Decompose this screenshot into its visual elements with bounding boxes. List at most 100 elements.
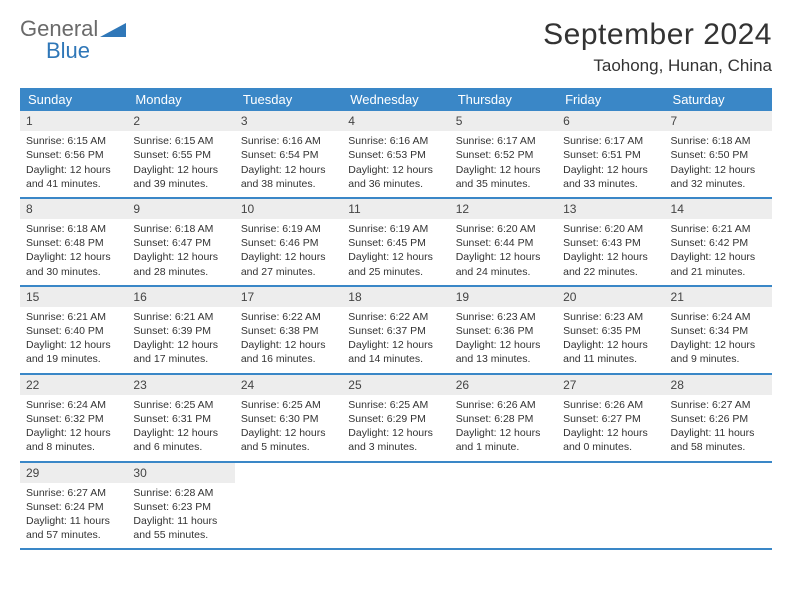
sunrise-line: Sunrise: 6:16 AM xyxy=(348,134,443,148)
day-number: 28 xyxy=(665,375,772,395)
daylight-line: Daylight: 11 hours and 57 minutes. xyxy=(26,514,121,542)
logo-word2: Blue xyxy=(46,40,126,62)
day-body: Sunrise: 6:21 AMSunset: 6:39 PMDaylight:… xyxy=(127,307,234,373)
daylight-line: Daylight: 12 hours and 41 minutes. xyxy=(26,163,121,191)
weeks-container: 1Sunrise: 6:15 AMSunset: 6:56 PMDaylight… xyxy=(20,111,772,550)
day-number: 23 xyxy=(127,375,234,395)
calendar: SundayMondayTuesdayWednesdayThursdayFrid… xyxy=(20,88,772,550)
location: Taohong, Hunan, China xyxy=(543,56,772,76)
sunrise-line: Sunrise: 6:24 AM xyxy=(671,310,766,324)
day-number: 12 xyxy=(450,199,557,219)
day-body: Sunrise: 6:21 AMSunset: 6:42 PMDaylight:… xyxy=(665,219,772,285)
day-number: 24 xyxy=(235,375,342,395)
day-number: 5 xyxy=(450,111,557,131)
day-body: Sunrise: 6:17 AMSunset: 6:51 PMDaylight:… xyxy=(557,131,664,197)
day-body: Sunrise: 6:26 AMSunset: 6:27 PMDaylight:… xyxy=(557,395,664,461)
sunset-line: Sunset: 6:23 PM xyxy=(133,500,228,514)
empty-cell xyxy=(235,463,342,549)
day-cell: 14Sunrise: 6:21 AMSunset: 6:42 PMDayligh… xyxy=(665,199,772,285)
week-row: 8Sunrise: 6:18 AMSunset: 6:48 PMDaylight… xyxy=(20,199,772,287)
day-cell: 27Sunrise: 6:26 AMSunset: 6:27 PMDayligh… xyxy=(557,375,664,461)
day-body: Sunrise: 6:16 AMSunset: 6:53 PMDaylight:… xyxy=(342,131,449,197)
header: General Blue September 2024 Taohong, Hun… xyxy=(20,18,772,76)
day-body: Sunrise: 6:18 AMSunset: 6:47 PMDaylight:… xyxy=(127,219,234,285)
daylight-line: Daylight: 12 hours and 21 minutes. xyxy=(671,250,766,278)
day-number: 30 xyxy=(127,463,234,483)
daylight-line: Daylight: 12 hours and 28 minutes. xyxy=(133,250,228,278)
day-cell: 6Sunrise: 6:17 AMSunset: 6:51 PMDaylight… xyxy=(557,111,664,197)
day-body: Sunrise: 6:15 AMSunset: 6:56 PMDaylight:… xyxy=(20,131,127,197)
daylight-line: Daylight: 12 hours and 35 minutes. xyxy=(456,163,551,191)
day-cell: 29Sunrise: 6:27 AMSunset: 6:24 PMDayligh… xyxy=(20,463,127,549)
sunset-line: Sunset: 6:44 PM xyxy=(456,236,551,250)
sunset-line: Sunset: 6:29 PM xyxy=(348,412,443,426)
sunset-line: Sunset: 6:51 PM xyxy=(563,148,658,162)
day-number: 13 xyxy=(557,199,664,219)
sunset-line: Sunset: 6:32 PM xyxy=(26,412,121,426)
sunset-line: Sunset: 6:37 PM xyxy=(348,324,443,338)
day-body: Sunrise: 6:24 AMSunset: 6:32 PMDaylight:… xyxy=(20,395,127,461)
day-cell: 23Sunrise: 6:25 AMSunset: 6:31 PMDayligh… xyxy=(127,375,234,461)
sunset-line: Sunset: 6:50 PM xyxy=(671,148,766,162)
day-header: Tuesday xyxy=(235,88,342,111)
daylight-line: Daylight: 11 hours and 55 minutes. xyxy=(133,514,228,542)
sunrise-line: Sunrise: 6:15 AM xyxy=(26,134,121,148)
sunset-line: Sunset: 6:46 PM xyxy=(241,236,336,250)
daylight-line: Daylight: 11 hours and 58 minutes. xyxy=(671,426,766,454)
day-cell: 26Sunrise: 6:26 AMSunset: 6:28 PMDayligh… xyxy=(450,375,557,461)
sunset-line: Sunset: 6:52 PM xyxy=(456,148,551,162)
sunrise-line: Sunrise: 6:28 AM xyxy=(133,486,228,500)
daylight-line: Daylight: 12 hours and 24 minutes. xyxy=(456,250,551,278)
day-number: 25 xyxy=(342,375,449,395)
daylight-line: Daylight: 12 hours and 13 minutes. xyxy=(456,338,551,366)
empty-cell xyxy=(557,463,664,549)
day-body: Sunrise: 6:24 AMSunset: 6:34 PMDaylight:… xyxy=(665,307,772,373)
day-number: 17 xyxy=(235,287,342,307)
sunrise-line: Sunrise: 6:23 AM xyxy=(456,310,551,324)
sunrise-line: Sunrise: 6:17 AM xyxy=(456,134,551,148)
week-row: 29Sunrise: 6:27 AMSunset: 6:24 PMDayligh… xyxy=(20,463,772,551)
day-body: Sunrise: 6:22 AMSunset: 6:37 PMDaylight:… xyxy=(342,307,449,373)
sunset-line: Sunset: 6:24 PM xyxy=(26,500,121,514)
day-number: 2 xyxy=(127,111,234,131)
day-body: Sunrise: 6:20 AMSunset: 6:44 PMDaylight:… xyxy=(450,219,557,285)
daylight-line: Daylight: 12 hours and 33 minutes. xyxy=(563,163,658,191)
day-number: 4 xyxy=(342,111,449,131)
sunrise-line: Sunrise: 6:17 AM xyxy=(563,134,658,148)
daylight-line: Daylight: 12 hours and 39 minutes. xyxy=(133,163,228,191)
day-number: 3 xyxy=(235,111,342,131)
daylight-line: Daylight: 12 hours and 5 minutes. xyxy=(241,426,336,454)
day-body: Sunrise: 6:25 AMSunset: 6:29 PMDaylight:… xyxy=(342,395,449,461)
daylight-line: Daylight: 12 hours and 38 minutes. xyxy=(241,163,336,191)
day-cell: 17Sunrise: 6:22 AMSunset: 6:38 PMDayligh… xyxy=(235,287,342,373)
daylight-line: Daylight: 12 hours and 16 minutes. xyxy=(241,338,336,366)
daylight-line: Daylight: 12 hours and 14 minutes. xyxy=(348,338,443,366)
logo-triangle-icon xyxy=(100,21,126,42)
day-cell: 4Sunrise: 6:16 AMSunset: 6:53 PMDaylight… xyxy=(342,111,449,197)
day-cell: 2Sunrise: 6:15 AMSunset: 6:55 PMDaylight… xyxy=(127,111,234,197)
daylight-line: Daylight: 12 hours and 30 minutes. xyxy=(26,250,121,278)
sunset-line: Sunset: 6:42 PM xyxy=(671,236,766,250)
sunset-line: Sunset: 6:38 PM xyxy=(241,324,336,338)
sunrise-line: Sunrise: 6:25 AM xyxy=(133,398,228,412)
day-body: Sunrise: 6:27 AMSunset: 6:26 PMDaylight:… xyxy=(665,395,772,461)
day-header: Wednesday xyxy=(342,88,449,111)
day-number: 19 xyxy=(450,287,557,307)
day-cell: 9Sunrise: 6:18 AMSunset: 6:47 PMDaylight… xyxy=(127,199,234,285)
day-number: 21 xyxy=(665,287,772,307)
day-cell: 16Sunrise: 6:21 AMSunset: 6:39 PMDayligh… xyxy=(127,287,234,373)
day-cell: 10Sunrise: 6:19 AMSunset: 6:46 PMDayligh… xyxy=(235,199,342,285)
day-cell: 12Sunrise: 6:20 AMSunset: 6:44 PMDayligh… xyxy=(450,199,557,285)
sunrise-line: Sunrise: 6:27 AM xyxy=(26,486,121,500)
logo-word1: General xyxy=(20,16,98,41)
sunrise-line: Sunrise: 6:22 AM xyxy=(348,310,443,324)
sunset-line: Sunset: 6:31 PM xyxy=(133,412,228,426)
sunrise-line: Sunrise: 6:26 AM xyxy=(456,398,551,412)
day-number: 20 xyxy=(557,287,664,307)
sunrise-line: Sunrise: 6:20 AM xyxy=(563,222,658,236)
daylight-line: Daylight: 12 hours and 3 minutes. xyxy=(348,426,443,454)
sunset-line: Sunset: 6:30 PM xyxy=(241,412,336,426)
daylight-line: Daylight: 12 hours and 8 minutes. xyxy=(26,426,121,454)
day-body: Sunrise: 6:25 AMSunset: 6:30 PMDaylight:… xyxy=(235,395,342,461)
sunrise-line: Sunrise: 6:20 AM xyxy=(456,222,551,236)
